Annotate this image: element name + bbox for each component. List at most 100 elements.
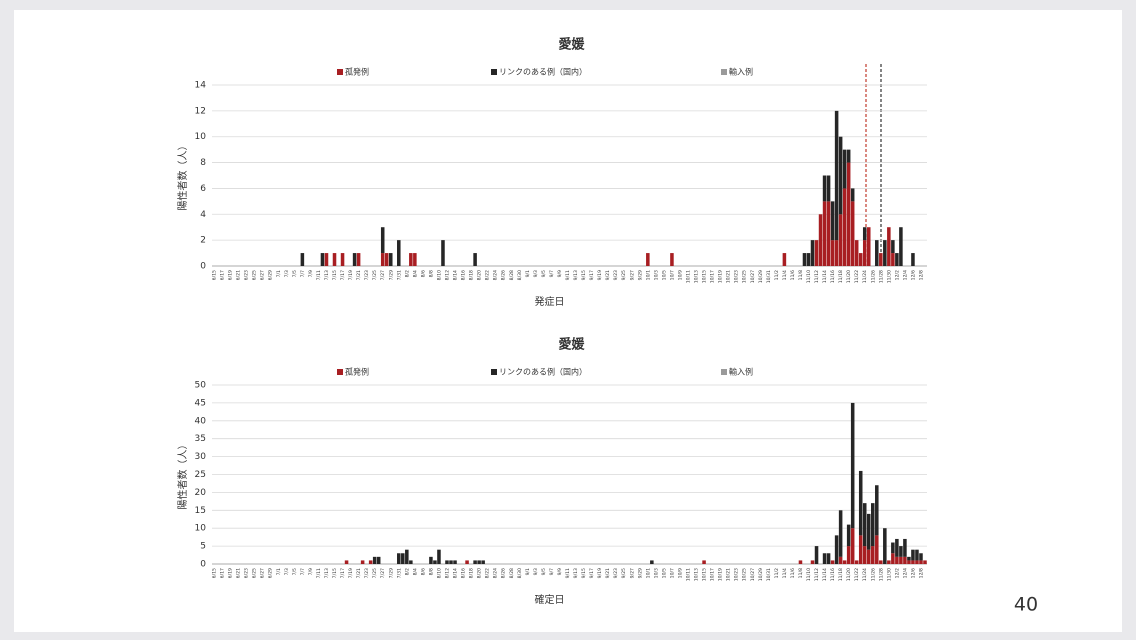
x-tick-label: 11/14 (822, 270, 828, 283)
y-tick-label: 0 (200, 262, 206, 272)
x-tick-label: 7/21 (356, 270, 362, 280)
x-tick-label: 8/28 (509, 568, 515, 578)
bar (858, 253, 863, 266)
bar (477, 560, 481, 564)
bar (862, 240, 867, 266)
x-tick-label: 9/15 (581, 568, 587, 578)
x-tick-label: 9/29 (637, 270, 643, 280)
x-tick-label: 11/24 (862, 568, 868, 581)
bar (782, 253, 787, 266)
bar (826, 201, 831, 266)
x-tick-label: 7/7 (300, 568, 306, 575)
x-tick-label: 11/20 (846, 270, 852, 283)
x-tick-label: 8/20 (477, 568, 483, 578)
bar (838, 214, 843, 266)
y-tick-label: 50 (195, 381, 207, 391)
bar (842, 149, 847, 189)
bar (838, 556, 843, 564)
x-tick-label: 10/5 (661, 568, 667, 578)
x-tick-label: 7/13 (324, 568, 330, 578)
bar (822, 201, 827, 266)
x-tick-label: 10/9 (677, 270, 683, 280)
bar (899, 227, 903, 266)
x-tick-label: 9/3 (533, 568, 539, 575)
bar (822, 175, 827, 202)
legend-swatch (721, 369, 727, 375)
y-tick-label: 8 (200, 158, 206, 168)
x-tick-label: 11/18 (838, 270, 844, 283)
bar (802, 253, 807, 266)
bar (923, 560, 927, 564)
bar (376, 556, 381, 564)
x-tick-label: 10/13 (694, 568, 700, 581)
x-tick-label: 10/7 (669, 270, 675, 280)
bar (879, 560, 883, 564)
bar (380, 227, 385, 254)
bar (895, 538, 899, 557)
x-tick-label: 10/19 (718, 568, 724, 581)
x-tick-label: 8/20 (477, 270, 483, 280)
chart-title: 愛媛 (558, 337, 585, 353)
x-tick-label: 9/7 (549, 270, 555, 277)
bar (871, 503, 875, 547)
x-tick-label: 10/27 (750, 270, 756, 283)
x-tick-label: 8/2 (404, 270, 410, 277)
x-tick-label: 7/27 (380, 270, 386, 280)
x-tick-label: 12/2 (894, 270, 900, 280)
y-tick-label: 15 (195, 506, 206, 516)
legend-label: リンクのある例（国内） (499, 67, 587, 77)
bar (887, 560, 891, 564)
x-tick-label: 8/8 (428, 568, 434, 575)
x-tick-label: 8/30 (517, 270, 523, 280)
bar (842, 188, 847, 266)
bar (449, 560, 453, 564)
bar (409, 560, 413, 564)
x-tick-label: 7/25 (372, 270, 378, 280)
bar (433, 560, 437, 564)
bar (834, 240, 839, 266)
bar (360, 560, 365, 564)
bar (401, 553, 405, 564)
bar (891, 553, 895, 564)
bar (834, 110, 839, 241)
bar (650, 560, 654, 564)
bar (854, 560, 859, 564)
x-tick-label: 6/17 (220, 568, 226, 578)
bar (830, 240, 835, 266)
bar (846, 546, 851, 564)
x-tick-label: 10/3 (653, 568, 659, 578)
bar (806, 253, 811, 266)
x-tick-label: 9/15 (581, 270, 587, 280)
y-axis-label: 陽性者数（人） (176, 440, 189, 510)
legend-swatch (337, 69, 343, 75)
x-tick-label: 11/20 (846, 568, 852, 581)
bar (919, 553, 923, 561)
x-tick-label: 8/14 (453, 568, 459, 578)
bar (887, 227, 891, 266)
bar (911, 253, 915, 266)
bar (891, 240, 895, 254)
bar (473, 560, 477, 564)
bar (891, 253, 895, 266)
bar (883, 240, 887, 266)
x-tick-label: 11/30 (886, 270, 892, 283)
x-tick-label: 11/16 (830, 568, 836, 581)
x-tick-label: 11/8 (798, 568, 804, 578)
y-tick-label: 5 (200, 542, 206, 552)
x-tick-label: 8/10 (436, 568, 442, 578)
x-tick-label: 6/21 (236, 568, 242, 578)
x-tick-label: 8/12 (444, 270, 450, 280)
bar (380, 253, 385, 266)
page-number: 40 (1014, 594, 1038, 616)
bar (862, 227, 867, 241)
bar (915, 549, 919, 561)
bar (814, 546, 819, 564)
bar (850, 201, 855, 266)
x-tick-label: 7/5 (292, 568, 298, 575)
y-tick-label: 35 (195, 434, 206, 444)
bar (397, 240, 401, 266)
bar (473, 253, 477, 266)
x-tick-label: 6/17 (220, 270, 226, 280)
x-tick-label: 12/4 (902, 568, 908, 578)
